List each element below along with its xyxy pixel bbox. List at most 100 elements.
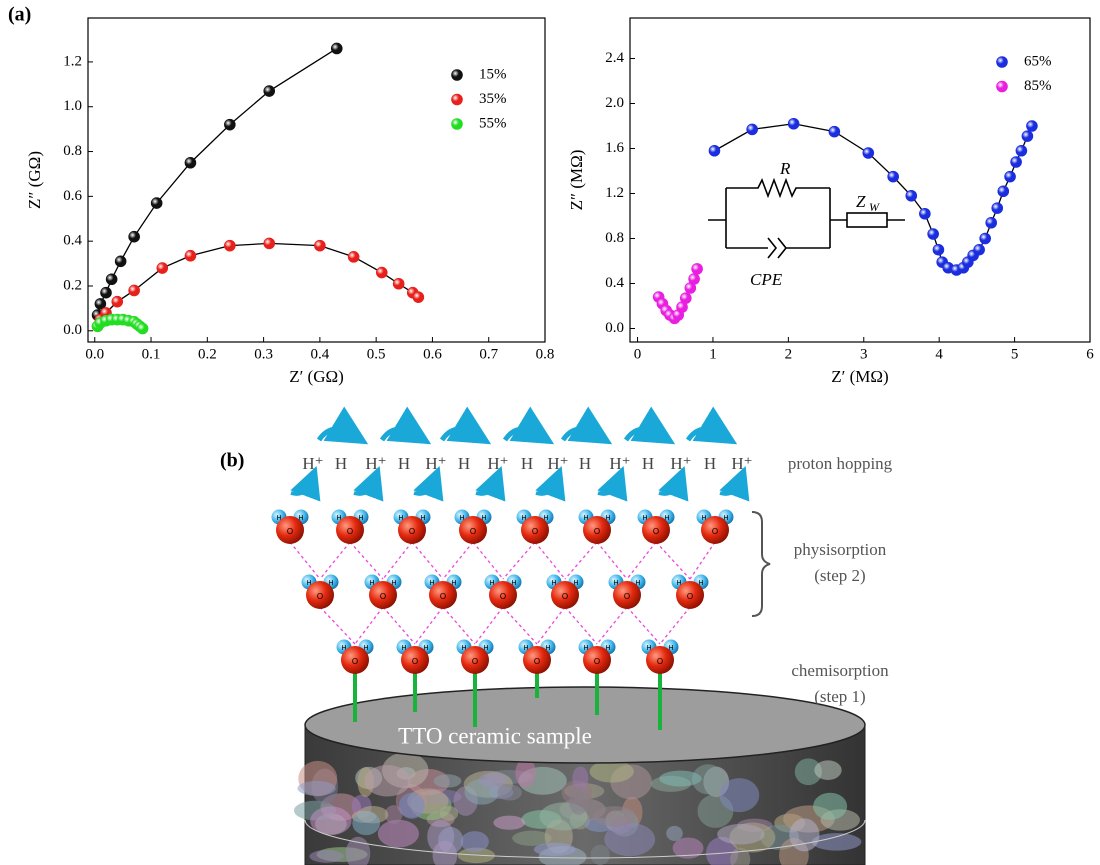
data-point [933,244,944,255]
hydrogen-bond [383,607,415,644]
data-point [101,287,112,298]
legend-marker [997,57,1008,68]
y-tick-label: 2.0 [605,95,624,111]
sample-label: TTO ceramic sample [398,723,592,748]
data-point [992,203,1003,214]
x-tick-label: 0.6 [423,346,442,362]
data-point [689,274,700,285]
data-point [788,118,799,129]
grain [659,771,701,787]
y-tick-label: 1.0 [63,98,82,114]
hydrogen-bond [597,607,627,644]
grain [461,831,489,852]
side-label: (step 1) [814,687,865,706]
circuit-label: CPE [750,270,783,289]
hydrogen-bond [565,542,597,579]
atom-label: O [472,657,478,666]
y-tick-label: 0.2 [63,277,82,293]
legend-label: 15% [479,66,507,82]
x-tick-label: 5 [1011,346,1019,362]
hopping-label: H⁺ [487,454,508,473]
data-point [331,43,342,54]
hopping-label: H⁺ [425,454,446,473]
legend-label: 35% [479,91,507,107]
legend-marker [452,70,463,81]
data-point [224,119,235,130]
atom-label: O [470,527,476,536]
hopping-label: H [335,454,347,473]
hydrogen-bond [537,607,565,644]
hydrogen-bond [383,542,412,579]
hydrogen-bond [475,607,503,644]
y-tick-label: 0.6 [63,188,82,204]
atom-label: O [594,527,600,536]
atom-label: O [653,527,659,536]
atom-label: O [712,527,718,536]
x-tick-label: 0.1 [142,346,161,362]
x-tick-label: 0.2 [198,346,217,362]
hydrogen-bond [656,542,690,579]
grain [479,773,507,787]
data-point [115,256,126,267]
atom-label: O [380,592,386,601]
grain [717,824,764,845]
data-point [314,240,325,251]
atom-label: O [534,657,540,666]
hydrogen-bond [290,542,320,579]
data-point [129,231,140,242]
atom-label: O [687,592,693,601]
data-point [692,263,703,274]
grain [352,811,380,835]
data-point [747,124,758,135]
hydrogen-bond [443,542,473,579]
data-point [1026,121,1037,132]
hopping-label: H⁺ [670,454,691,473]
legend-marker [997,81,1008,92]
hydrogen-bond [627,542,656,579]
atom-label: O [624,592,630,601]
hydrogen-bond [473,542,503,579]
data-point [264,238,275,249]
data-point [137,323,148,334]
data-point [224,240,235,251]
hopping-label: H [521,454,533,473]
hydrogen-bond [443,607,475,644]
grain [297,781,335,796]
data-point [185,250,196,261]
atom-label: O [409,527,415,536]
data-point [998,186,1009,197]
hydrogen-bond [320,542,350,579]
x-tick-label: 0.5 [367,346,386,362]
atom-label: O [317,592,323,601]
y-tick-label: 0.4 [63,233,82,249]
grain [440,806,458,821]
data-point [1022,131,1033,142]
hop-arrow [319,429,351,440]
grain [493,816,525,830]
data-point [1016,145,1027,156]
y-tick-label: 1.2 [63,53,82,69]
hop-arrow [720,481,740,494]
panel-label: (a) [8,4,31,26]
x-tick-label: 6 [1086,346,1094,362]
hop-arrow [659,481,679,494]
hop-arrow [505,429,537,440]
hopping-label: H [398,454,410,473]
y-tick-label: 0.0 [605,320,624,336]
hydrogen-bond [565,607,597,644]
grain [604,823,655,856]
hydrogen-bond [320,607,355,644]
hopping-label: H [579,454,591,473]
side-label: proton hopping [788,454,893,473]
grain [497,785,522,801]
legend-marker [452,94,463,105]
y-tick-label: 0.8 [63,143,82,159]
hopping-label: H [642,454,654,473]
hop-arrow [291,481,311,494]
grain [789,818,819,851]
circuit-label: W [869,200,880,214]
y-tick-label: 0.8 [605,230,624,246]
circuit [708,180,905,258]
data-point [829,126,840,137]
hydrogen-bond [627,607,660,644]
